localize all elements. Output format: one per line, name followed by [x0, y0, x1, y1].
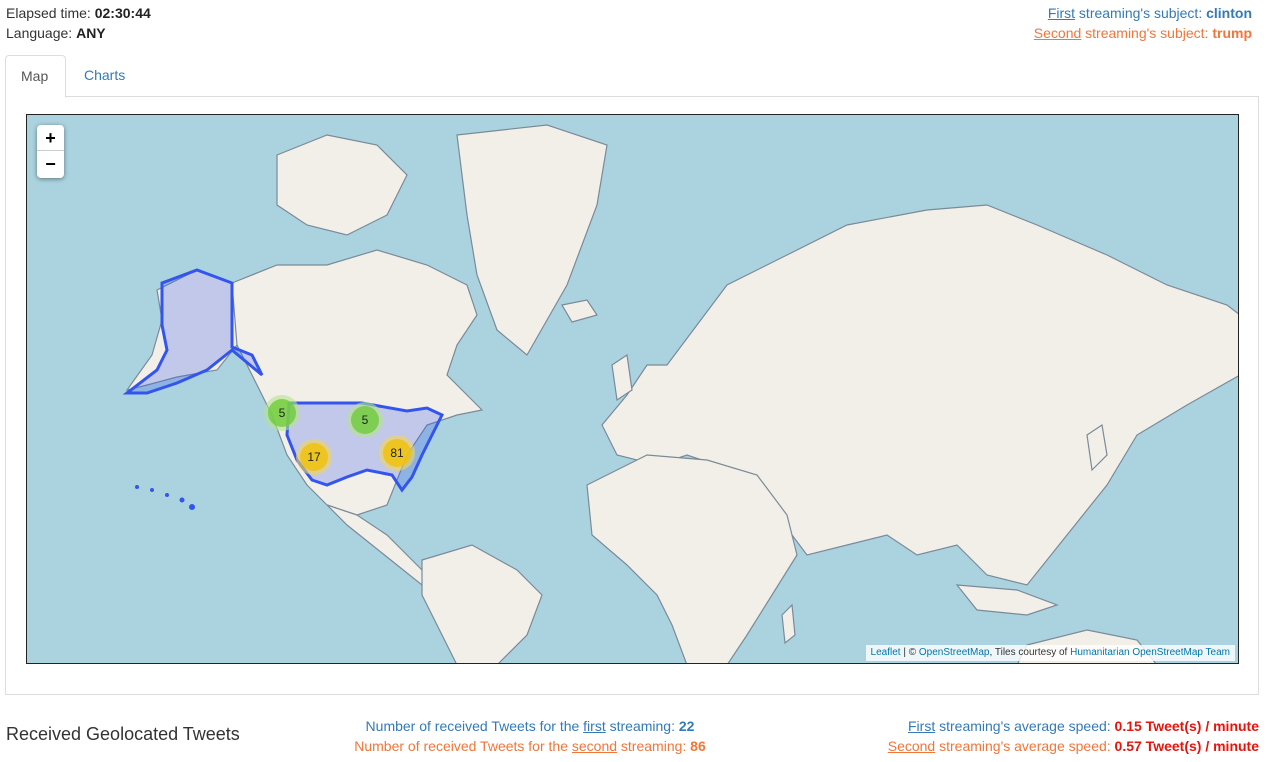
zoom-out-button[interactable]: −: [45, 154, 56, 174]
tab-panel: [5, 97, 1259, 695]
hot-link[interactable]: Humanitarian OpenStreetMap Team: [1070, 647, 1230, 658]
africa-land: [586, 454, 798, 663]
uk-land: [611, 353, 633, 402]
map-attribution: Leaflet | © OpenStreetMap, Tiles courtes…: [865, 645, 1235, 661]
tweet-counts: Number of received Tweets for the first …: [290, 716, 770, 756]
arctic-islands-land: [276, 134, 408, 236]
elapsed-time: Elapsed time: 02:30:44: [6, 5, 151, 21]
iceland-land: [561, 299, 598, 323]
alaska-highlight: [122, 268, 264, 395]
first-count-value: 22: [678, 718, 695, 734]
second-count-value: 86: [690, 738, 706, 754]
second-speed: Second streaming's average speed: 0.57 T…: [887, 738, 1259, 754]
tab-map[interactable]: Map: [5, 55, 66, 98]
section-title: Received Geolocated Tweets: [6, 724, 240, 744]
hawaii-points: [135, 485, 195, 510]
indonesia-land: [955, 584, 1059, 616]
greenland-land: [456, 124, 608, 356]
zoom-in-button[interactable]: +: [37, 125, 64, 151]
second-subject: Second streaming's subject: trump: [1033, 25, 1252, 41]
elapsed-time-value: 02:30:44: [94, 5, 151, 21]
marker-cluster[interactable]: 81: [379, 435, 415, 471]
osm-link[interactable]: OpenStreetMap: [918, 647, 990, 658]
first-speed-value: 0.15 Tweet(s) / minute: [1114, 718, 1259, 734]
first-speed: First streaming's average speed: 0.15 Tw…: [908, 718, 1259, 734]
average-speeds: First streaming's average speed: 0.15 Tw…: [888, 716, 1259, 756]
central-america-land: [326, 504, 428, 586]
streaming-subjects: First streaming's subject: clinton Secon…: [1034, 3, 1252, 43]
second-count: Number of received Tweets for the second…: [354, 738, 706, 754]
marker-cluster[interactable]: 5: [264, 395, 300, 431]
japan-land: [1086, 423, 1108, 472]
madagascar-land: [781, 603, 796, 645]
tab-bar: Map Charts: [5, 55, 1259, 98]
leaflet-link[interactable]: Leaflet: [870, 647, 901, 658]
session-info: Elapsed time: 02:30:44 Language: ANY: [6, 3, 151, 43]
zoom-control: + −: [37, 125, 64, 178]
first-subject-value: clinton: [1206, 5, 1252, 21]
marker-cluster[interactable]: 5: [347, 402, 383, 438]
second-speed-value: 0.57 Tweet(s) / minute: [1114, 738, 1259, 754]
first-subject: First streaming's subject: clinton: [1047, 5, 1252, 21]
map-tiles: [122, 124, 1238, 663]
second-subject-value: trump: [1212, 25, 1252, 41]
language-value: ANY: [76, 25, 106, 41]
tab-charts[interactable]: Charts: [84, 67, 126, 83]
marker-cluster[interactable]: 17: [296, 439, 332, 475]
language: Language: ANY: [6, 25, 106, 41]
south-america-land: [421, 544, 543, 663]
world-map[interactable]: + − 5 5 17 81 Leaflet | © OpenStreetMap,…: [26, 114, 1239, 664]
first-count: Number of received Tweets for the first …: [365, 718, 695, 734]
